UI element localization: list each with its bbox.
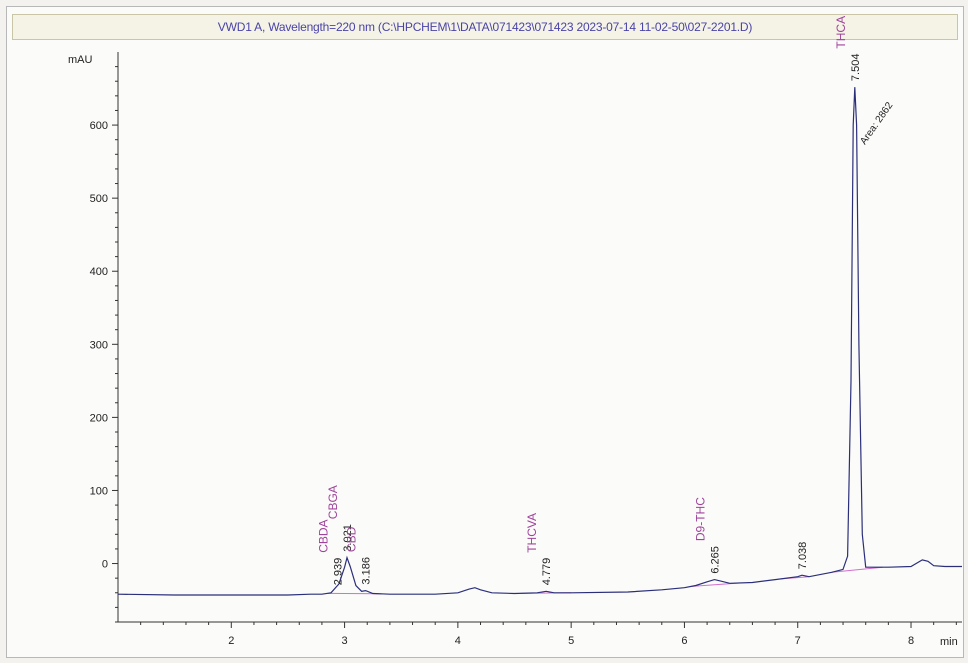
integration-baselines [327,566,883,595]
x-tick-label: 8 [908,635,914,647]
y-axis-ticks: 0 100 200 300 400 500 600 [90,66,118,623]
chart-title-bar: VWD1 A, Wavelength=220 nm (C:\HPCHEM\1\D… [12,14,958,40]
plot-panel [6,6,964,658]
x-axis-unit-label: min [940,636,958,648]
chart-title: VWD1 A, Wavelength=220 nm (C:\HPCHEM\1\D… [217,20,753,34]
y-tick-label: 600 [90,120,108,132]
peak-area-annotation: Area: 2862 [858,100,895,147]
chart-annotations: Area: 2862 [858,100,895,147]
peak-retention-time: 4.779 [541,558,553,586]
peak-retention-time: 3.021 [342,524,354,552]
x-tick-label: 5 [568,635,574,647]
integration-baseline [831,566,883,573]
y-tick-label: 200 [90,412,108,424]
peak-compound-name: THCA [834,16,848,49]
peak-compound-name: THCVA [525,513,539,553]
y-tick-label: 500 [90,193,108,205]
x-tick-label: 4 [455,635,461,647]
x-tick-label: 6 [681,635,687,647]
y-tick-label: 300 [90,339,108,351]
y-tick-label: 400 [90,266,108,278]
peak-retention-time: 2.939 [333,558,345,586]
x-tick-label: 7 [795,635,801,647]
x-tick-label: 3 [342,635,348,647]
chromatogram-trace [117,87,962,596]
peak-retention-time: 7.504 [850,54,862,82]
y-tick-label: 0 [102,559,108,571]
peak-compound-name: CBD [345,526,359,552]
x-tick-label: 2 [228,635,234,647]
peak-retention-time: 6.265 [709,546,721,574]
peak-retention-time: 3.186 [361,557,373,585]
x-axis-ticks: 2 3 4 5 6 7 8 [140,622,957,647]
peak-retention-time: 7.038 [797,542,809,570]
peak-compound-name: CBGA [326,485,340,519]
y-tick-label: 100 [90,485,108,497]
peak-compound-name: D9-THC [693,497,707,541]
y-axis-unit-label: mAU [68,54,93,66]
peak-compound-name: CBDA [317,519,331,552]
